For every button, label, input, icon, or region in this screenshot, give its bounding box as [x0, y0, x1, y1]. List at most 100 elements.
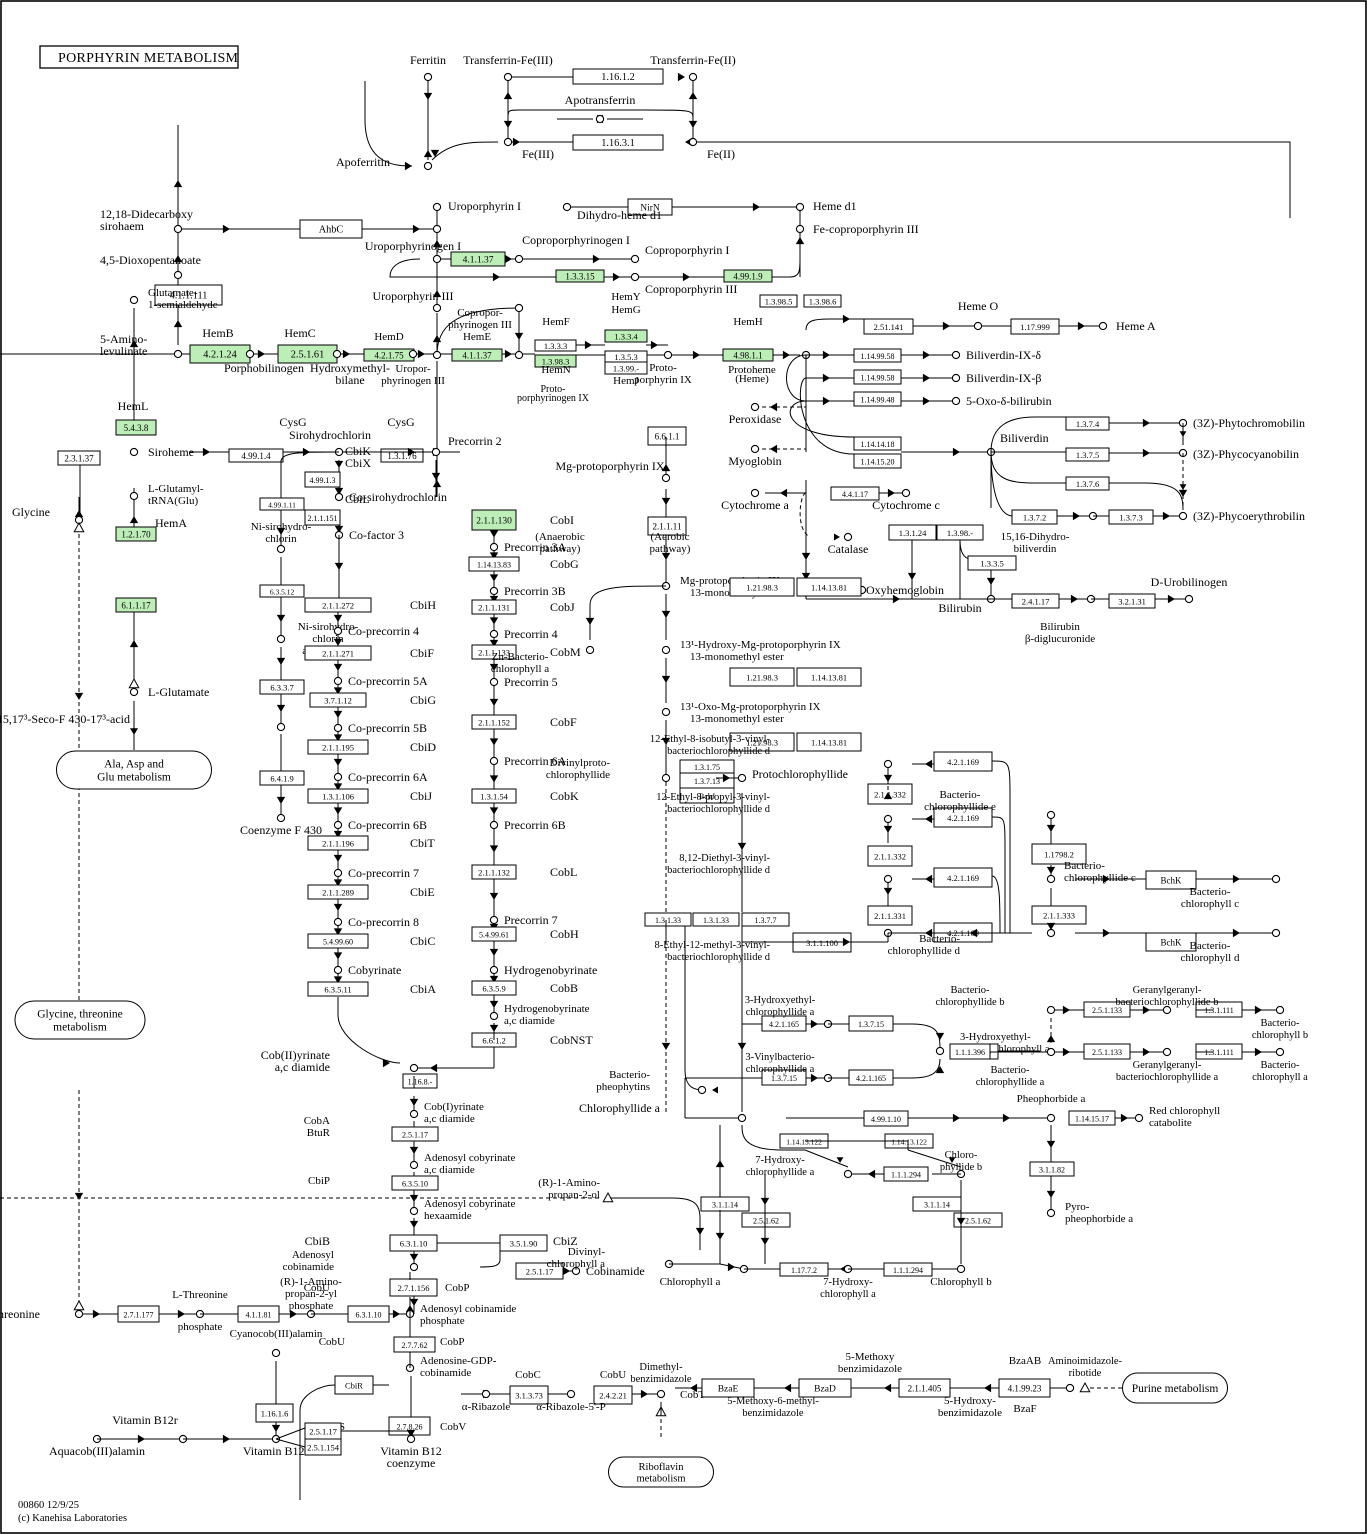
svg-text:15,16-Dihydro-: 15,16-Dihydro-	[1001, 531, 1070, 543]
svg-text:CobJ: CobJ	[550, 600, 575, 614]
svg-text:1.14.99.48: 1.14.99.48	[861, 396, 895, 405]
svg-text:2.1.1.195: 2.1.1.195	[322, 743, 354, 753]
svg-text:CbiF: CbiF	[410, 646, 434, 660]
svg-text:2.1.1.131: 2.1.1.131	[478, 603, 510, 613]
svg-text:4.2.1.24: 4.2.1.24	[203, 350, 236, 361]
svg-text:4.1.1.37: 4.1.1.37	[462, 351, 492, 361]
svg-text:Bacterio-: Bacterio-	[919, 933, 960, 945]
svg-text:Catalase: Catalase	[828, 542, 869, 556]
svg-text:CbiT: CbiT	[410, 836, 435, 850]
svg-text:4.99.1.10: 4.99.1.10	[871, 1115, 901, 1124]
svg-text:Dimethyl-: Dimethyl-	[639, 1362, 683, 1373]
svg-text:1.1.1.396: 1.1.1.396	[955, 1048, 985, 1057]
svg-text:Uroporphyrin I: Uroporphyrin I	[448, 199, 521, 213]
svg-text:1.17.999: 1.17.999	[1020, 322, 1050, 332]
svg-text:Bacterio-: Bacterio-	[1064, 860, 1105, 872]
svg-text:Glu metabolism: Glu metabolism	[97, 772, 171, 784]
svg-text:Co-precorrin 5B: Co-precorrin 5B	[348, 721, 427, 735]
svg-text:HemL: HemL	[118, 399, 149, 413]
svg-text:Cyanocob(III)alamin: Cyanocob(III)alamin	[230, 1328, 323, 1340]
svg-text:1.21.98.3: 1.21.98.3	[746, 583, 778, 593]
svg-text:BchK: BchK	[1161, 876, 1182, 886]
svg-text:Biliverdin: Biliverdin	[1000, 431, 1049, 445]
svg-text:2.1.1.272: 2.1.1.272	[322, 601, 354, 611]
svg-text:HemE: HemE	[463, 331, 491, 343]
svg-text:Ferritin: Ferritin	[410, 53, 446, 67]
svg-text:bacteriochlorophyllide d: bacteriochlorophyllide d	[667, 746, 771, 757]
svg-text:2.4.2.21: 2.4.2.21	[599, 1391, 627, 1401]
svg-text:Co-factor 3: Co-factor 3	[349, 528, 404, 542]
svg-text:CbiR: CbiR	[345, 1381, 363, 1391]
svg-text:phyllide b: phyllide b	[940, 1162, 982, 1173]
svg-text:Pheophorbide a: Pheophorbide a	[1017, 1093, 1086, 1105]
svg-text:Siroheme: Siroheme	[148, 445, 194, 459]
svg-text:Precorrin 7: Precorrin 7	[504, 913, 558, 927]
svg-text:biliverdin: biliverdin	[1014, 543, 1057, 555]
svg-text:1.14.15.17: 1.14.15.17	[1075, 1115, 1109, 1124]
svg-text:2.1.1.130: 2.1.1.130	[476, 517, 512, 527]
svg-text:Coproporphyrinogen I: Coproporphyrinogen I	[522, 233, 630, 247]
svg-text:3.1.3.73: 3.1.3.73	[515, 1391, 543, 1401]
svg-text:Co-precorrin 5A: Co-precorrin 5A	[348, 674, 428, 688]
svg-text:Precorrin 5: Precorrin 5	[504, 675, 558, 689]
svg-text:Vitamin B12r: Vitamin B12r	[112, 1413, 178, 1427]
svg-text:(Aerobic: (Aerobic	[650, 531, 689, 543]
svg-text:AhbC: AhbC	[319, 225, 344, 236]
svg-text:Divinyl-: Divinyl-	[568, 1246, 606, 1258]
svg-text:CobH: CobH	[550, 927, 579, 941]
svg-text:a,c diamide: a,c diamide	[424, 1164, 475, 1176]
svg-text:2.7.7.62: 2.7.7.62	[402, 1341, 428, 1350]
svg-text:2.5.1.62: 2.5.1.62	[965, 1217, 991, 1226]
svg-text:Aquacob(III)alamin: Aquacob(III)alamin	[49, 1444, 145, 1458]
svg-text:Fe(II): Fe(II)	[707, 147, 735, 161]
svg-text:4.1.1.81: 4.1.1.81	[246, 1311, 272, 1320]
svg-text:3.1.1.14: 3.1.1.14	[712, 1201, 738, 1210]
svg-text:Cobyrinate: Cobyrinate	[348, 963, 401, 977]
svg-text:bilane: bilane	[335, 373, 364, 387]
svg-text:Coproporphyrin III: Coproporphyrin III	[645, 282, 737, 296]
svg-text:5.4.99.60: 5.4.99.60	[323, 938, 353, 947]
svg-text:1.14.13.122: 1.14.13.122	[891, 1138, 927, 1147]
svg-text:4.4.1.17: 4.4.1.17	[842, 490, 868, 499]
svg-text:CobL: CobL	[550, 865, 577, 879]
svg-text:CbiL: CbiL	[345, 492, 370, 506]
svg-text:Fe(III): Fe(III)	[522, 147, 554, 161]
svg-text:Peroxidase: Peroxidase	[729, 412, 782, 426]
svg-text:HemH: HemH	[733, 316, 762, 328]
svg-text:Adenosyl cobyrinate: Adenosyl cobyrinate	[424, 1198, 515, 1210]
svg-text:1.3.3.15: 1.3.3.15	[565, 272, 595, 282]
svg-text:Bacterio-: Bacterio-	[1190, 940, 1231, 952]
svg-text:2.5.1.61: 2.5.1.61	[291, 350, 324, 361]
svg-text:1.14.13.122: 1.14.13.122	[786, 1138, 822, 1147]
svg-text:1.14.99.58: 1.14.99.58	[861, 374, 895, 383]
svg-text:CobB: CobB	[550, 981, 578, 995]
svg-text:Bacterio-: Bacterio-	[990, 1065, 1030, 1076]
svg-text:Bacterio-: Bacterio-	[950, 985, 990, 996]
svg-text:6.4.1.9: 6.4.1.9	[270, 774, 293, 784]
svg-text:Co-precorrin 7: Co-precorrin 7	[348, 866, 419, 880]
svg-text:1.3.7.4: 1.3.7.4	[1076, 419, 1100, 429]
svg-text:4,5-Dioxopentanoate: 4,5-Dioxopentanoate	[100, 253, 201, 267]
svg-text:CobG: CobG	[550, 557, 579, 571]
svg-text:benzimidazole: benzimidazole	[742, 1408, 804, 1419]
svg-text:chlorophyllide b: chlorophyllide b	[935, 997, 1004, 1008]
svg-text:2.4.1.17: 2.4.1.17	[1022, 597, 1050, 607]
svg-text:Riboflavin: Riboflavin	[639, 1462, 685, 1473]
svg-text:2.5.1.133: 2.5.1.133	[1092, 1048, 1122, 1057]
svg-text:3.5.1.90: 3.5.1.90	[510, 1239, 538, 1249]
svg-text:2.5.1.17: 2.5.1.17	[402, 1131, 428, 1140]
svg-text:a,c diamide: a,c diamide	[424, 1113, 475, 1125]
svg-text:α-Ribazole: α-Ribazole	[462, 1401, 511, 1413]
svg-text:Chloro-: Chloro-	[945, 1150, 978, 1161]
svg-text:Biliverdin-IX-δ: Biliverdin-IX-δ	[966, 348, 1041, 362]
svg-text:BzaD: BzaD	[814, 1385, 836, 1395]
svg-text:00860 12/9/25: 00860 12/9/25	[18, 1500, 79, 1511]
svg-text:Bacterio-: Bacterio-	[940, 789, 981, 801]
svg-text:PORPHYRIN METABOLISM: PORPHYRIN METABOLISM	[58, 51, 239, 66]
svg-text:β-diglucuronide: β-diglucuronide	[1025, 633, 1095, 645]
svg-text:2.1.1.332: 2.1.1.332	[874, 852, 906, 862]
svg-text:2.51.141: 2.51.141	[874, 322, 904, 332]
svg-text:12-Ethyl-8-propyl-3-vinyl-: 12-Ethyl-8-propyl-3-vinyl-	[656, 792, 770, 803]
svg-text:1.16.1.6: 1.16.1.6	[261, 1409, 289, 1419]
svg-text:Adenosine-GDP-: Adenosine-GDP-	[420, 1355, 497, 1367]
